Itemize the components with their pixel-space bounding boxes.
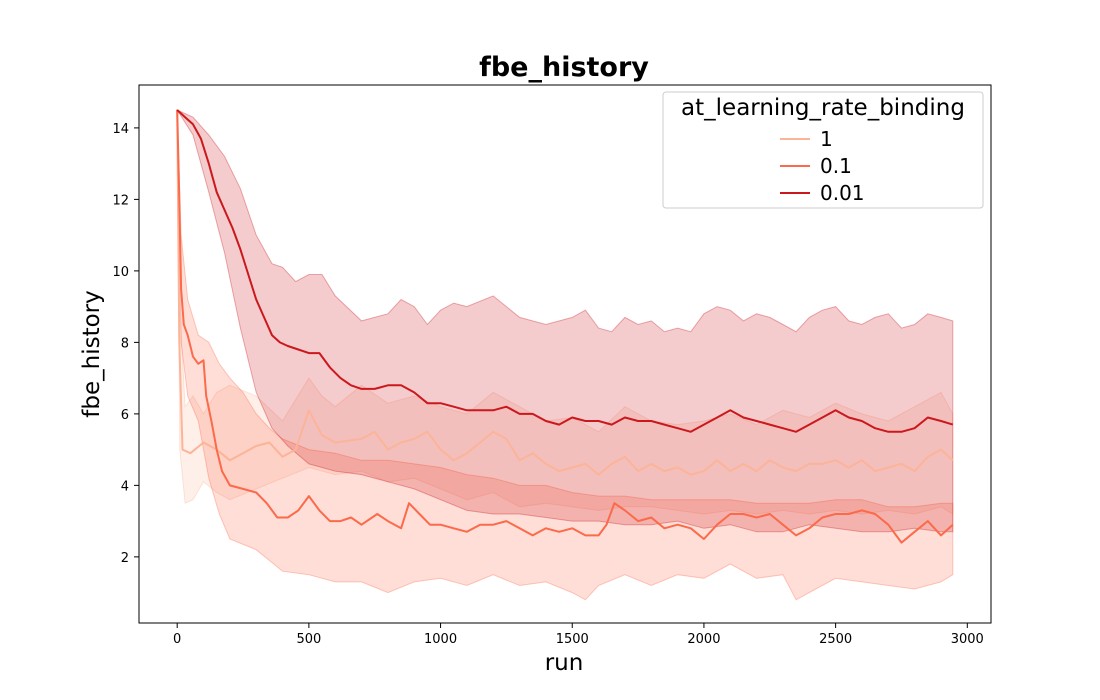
line-series-0.1 [176, 109, 954, 544]
y-tick-label: 10 [112, 265, 129, 280]
x-tick-label: 2000 [687, 632, 720, 647]
y-axis: 2 4 6 8 10 12 14 [112, 122, 139, 566]
legend-title: at_learning_rate_binding [681, 95, 965, 121]
y-tick-label: 14 [112, 122, 129, 137]
band-series-0.01 [175, 108, 954, 533]
y-tick-label: 12 [112, 193, 129, 208]
x-tick-label: 500 [296, 632, 321, 647]
series-lines [176, 109, 954, 544]
plot-area [138, 84, 992, 624]
x-tick-label: 2500 [819, 632, 852, 647]
chart-title: fbe_history [479, 52, 649, 83]
y-tick-label: 8 [121, 336, 129, 351]
line-series-1 [176, 109, 954, 476]
x-axis-label: run [545, 650, 584, 676]
y-axis-label: fbe_history [79, 290, 105, 417]
line-series-0.01 [176, 109, 954, 433]
y-tick-label: 4 [121, 479, 129, 494]
x-axis: 0 500 1000 1500 2000 2500 3000 [173, 623, 984, 647]
legend-items: 1 0.1 0.01 [780, 127, 865, 205]
x-tick-label: 3000 [951, 632, 984, 647]
y-tick-label: 6 [121, 408, 129, 423]
confidence-bands [175, 108, 954, 601]
legend-label: 1 [820, 127, 833, 151]
x-tick-label: 1000 [424, 632, 457, 647]
x-tick-label: 0 [173, 632, 181, 647]
y-tick-label: 2 [121, 551, 129, 566]
legend: at_learning_rate_binding 1 0.1 0.01 [662, 91, 984, 209]
legend-label: 0.1 [820, 154, 852, 178]
band-series-1 [176, 109, 954, 515]
plot-frame [138, 84, 992, 624]
legend-box [662, 91, 984, 209]
legend-label: 0.01 [820, 181, 865, 205]
band-series-0.1 [176, 109, 954, 601]
x-tick-label: 1500 [556, 632, 589, 647]
